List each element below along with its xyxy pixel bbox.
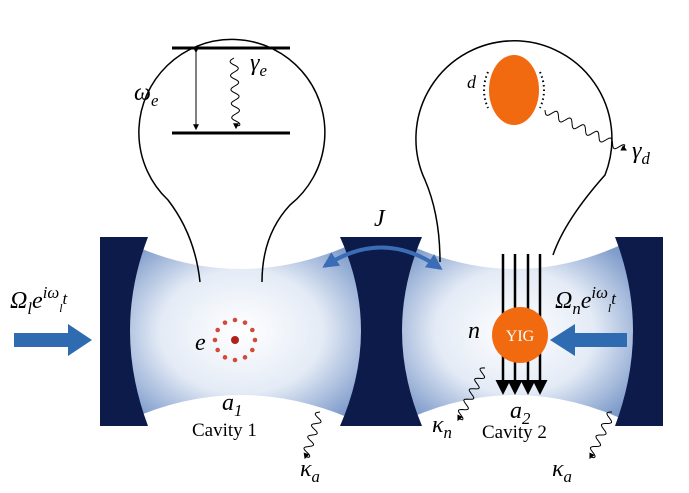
atom-dot (215, 327, 220, 333)
right-drive-arrow (550, 324, 627, 356)
atom-dot (222, 320, 228, 325)
atom-dot (232, 357, 238, 363)
label: YIG (506, 328, 535, 345)
label: Ωleiωlt (10, 283, 68, 318)
label-part: d (641, 149, 650, 168)
atom-dot (215, 347, 220, 353)
label-part: e (195, 330, 206, 356)
decay-wave (303, 411, 322, 460)
defect (489, 55, 539, 125)
label-part: e (581, 288, 592, 314)
label-part: d (467, 72, 477, 92)
label: ωe (134, 80, 159, 110)
right-mirror (615, 237, 663, 426)
label-part: iω (43, 283, 60, 302)
label-part: n (468, 318, 480, 344)
label-part: t (611, 289, 616, 308)
label: Cavity 1 (192, 420, 257, 441)
label-part: 1 (234, 401, 242, 420)
label: a2 (510, 398, 531, 428)
label: J (374, 206, 386, 232)
left-bubble (138, 38, 326, 283)
label: γd (632, 138, 650, 168)
label: Ωneiωlt (555, 283, 616, 318)
decay-wave (229, 57, 241, 130)
label-part: a (312, 467, 320, 486)
atom-dot (232, 317, 238, 323)
label-part: κ (300, 456, 312, 482)
label: κa (300, 456, 320, 486)
left-drive-arrow (14, 324, 92, 356)
left-mirror (100, 237, 148, 426)
middle-mirror (340, 237, 422, 426)
label-part: a (564, 467, 572, 486)
atom-dot (250, 347, 255, 353)
defect-dots (483, 71, 545, 109)
label-part: l (608, 301, 612, 315)
label-part: iω (591, 283, 608, 302)
right-bubble (415, 40, 613, 263)
label-part: γ (632, 138, 642, 164)
label: a1 (222, 390, 242, 420)
label-part: γ (250, 50, 260, 76)
coupling-arrow (322, 245, 443, 270)
atom-dot (250, 327, 255, 333)
label-part: e (151, 91, 159, 110)
label-part: a (222, 390, 234, 416)
label-part: YIG (506, 328, 535, 345)
atom-dot (212, 337, 218, 343)
label-part: κ (432, 412, 444, 438)
label-part: Cavity 1 (192, 420, 257, 441)
label: Cavity 2 (482, 422, 547, 443)
label-part: Ω (10, 288, 27, 314)
label: γe (250, 50, 267, 80)
decay-wave (457, 367, 486, 422)
label-part: n (572, 299, 580, 318)
atom-dot (222, 355, 228, 360)
label: d (467, 72, 477, 92)
label-part: t (63, 289, 68, 308)
decay-wave (544, 109, 628, 151)
label-part: Cavity 2 (482, 422, 547, 443)
label-part: ω (134, 80, 151, 106)
label: κn (432, 412, 452, 442)
label-part: l (27, 299, 32, 318)
cavity-1-field (118, 238, 365, 425)
label-part: e (259, 61, 267, 80)
label-part: a (510, 398, 522, 424)
atom (212, 317, 258, 363)
atom-dot (252, 337, 258, 343)
label-part: 2 (522, 409, 531, 428)
label-part: e (32, 288, 43, 314)
label-part: l (59, 301, 63, 315)
decay-wave (589, 411, 613, 460)
label: e (195, 330, 206, 356)
label: n (468, 318, 480, 344)
atom-dot (242, 320, 248, 325)
atom-dot (242, 355, 248, 360)
label-part: Ω (555, 288, 572, 314)
label-part: κ (552, 456, 564, 482)
label: κa (552, 456, 572, 486)
label-part: J (374, 206, 386, 232)
label-part: n (444, 423, 452, 442)
yig-sphere (492, 307, 548, 363)
